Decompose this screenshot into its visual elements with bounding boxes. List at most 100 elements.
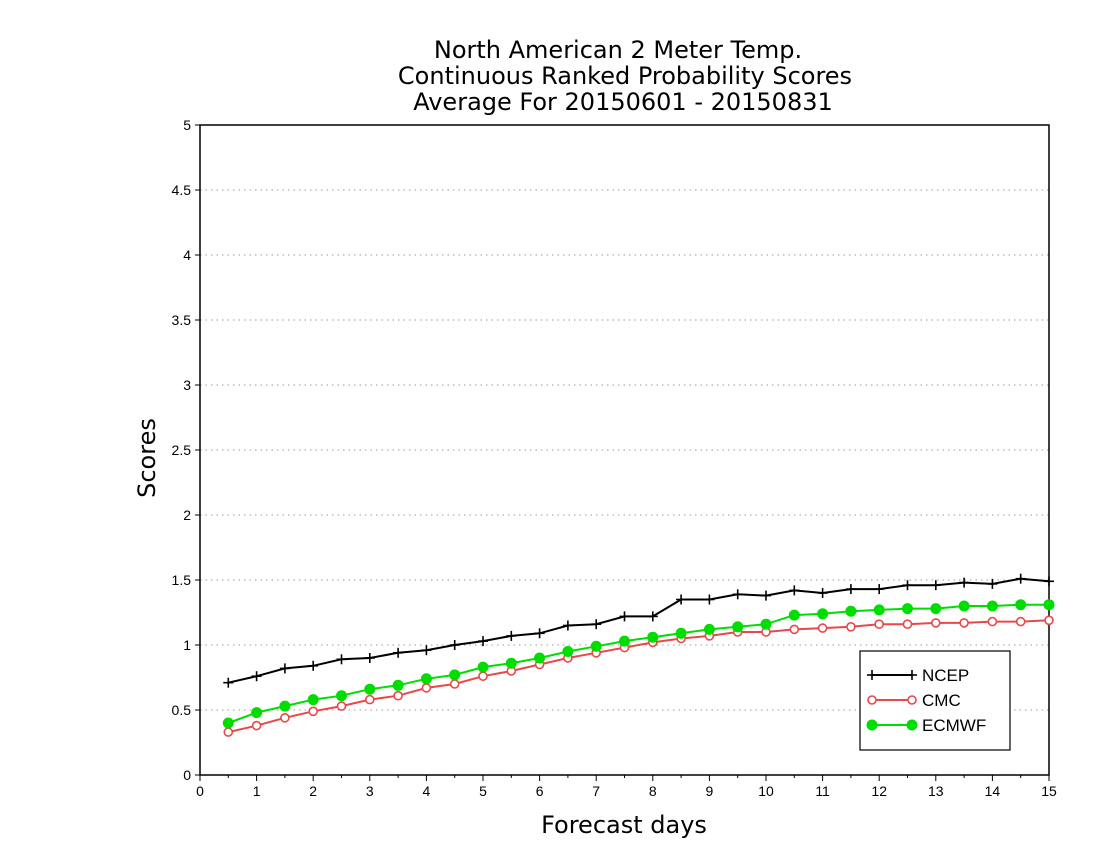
legend-label-cmc: CMC bbox=[922, 691, 961, 710]
data-point-cmc bbox=[223, 727, 234, 737]
x-tick-label: 14 bbox=[985, 783, 1001, 799]
data-point-cmc bbox=[393, 690, 403, 701]
data-point-ncep bbox=[845, 584, 856, 595]
y-tick-label: 2 bbox=[183, 507, 191, 523]
data-point-cmc bbox=[959, 618, 969, 628]
chart-title-line-3: Average For 20150601 - 20150831 bbox=[413, 88, 833, 116]
data-point-ecmwf bbox=[817, 608, 829, 620]
data-point-cmc bbox=[336, 701, 347, 711]
x-tick-label: 3 bbox=[366, 783, 374, 799]
data-point-ncep bbox=[959, 577, 970, 588]
data-point-cmc bbox=[1044, 615, 1054, 626]
y-tick-label: 3 bbox=[183, 377, 191, 393]
data-point-ecmwf bbox=[449, 669, 461, 681]
data-point-cmc bbox=[449, 679, 460, 689]
data-point-ecmwf bbox=[675, 627, 687, 639]
series-layer bbox=[222, 573, 1055, 737]
data-point-ecmwf bbox=[477, 661, 489, 673]
data-point-ncep bbox=[874, 584, 885, 595]
y-tick-label: 4.5 bbox=[172, 182, 192, 198]
data-point-ncep bbox=[393, 647, 404, 658]
chart-title-line-1: North American 2 Meter Temp. bbox=[434, 36, 802, 64]
gridlines bbox=[200, 124, 1049, 711]
data-point-ncep bbox=[336, 654, 347, 665]
data-point-ncep bbox=[279, 663, 290, 674]
data-point-ecmwf bbox=[732, 621, 744, 633]
data-point-ecmwf bbox=[958, 600, 970, 612]
data-point-ncep bbox=[223, 677, 234, 688]
data-point-ecmwf bbox=[930, 603, 942, 615]
x-tick-label: 5 bbox=[479, 783, 487, 799]
x-axis: 0 1 2 3 4 5 6 7 8 9 10 11 12 13 14 15 bbox=[196, 775, 1057, 799]
data-point-ecmwf bbox=[251, 707, 263, 719]
data-point-cmc bbox=[308, 706, 319, 717]
x-tick-label: 6 bbox=[536, 783, 544, 799]
data-point-ecmwf bbox=[788, 609, 800, 621]
x-tick-label: 2 bbox=[309, 783, 317, 799]
data-point-ecmwf bbox=[986, 600, 998, 612]
x-tick-label: 0 bbox=[196, 783, 204, 799]
legend-marker-ncep bbox=[907, 670, 917, 680]
y-tick-label: 4 bbox=[183, 247, 191, 263]
series-ecmwf bbox=[222, 599, 1055, 729]
data-point-ncep bbox=[761, 590, 771, 601]
series-ncep bbox=[223, 573, 1054, 688]
chart-title-line-2: Continuous Ranked Probability Scores bbox=[398, 62, 852, 90]
data-point-ncep bbox=[1044, 576, 1054, 587]
data-point-ecmwf bbox=[562, 646, 574, 657]
data-point-ecmwf bbox=[505, 657, 517, 669]
x-axis-label: Forecast days bbox=[541, 811, 707, 839]
data-point-ncep bbox=[902, 580, 913, 591]
data-point-ecmwf bbox=[534, 652, 546, 664]
x-tick-label: 12 bbox=[871, 783, 887, 799]
legend-marker-ncep bbox=[867, 670, 877, 680]
y-tick-label: 0.5 bbox=[172, 702, 192, 718]
data-point-ncep bbox=[251, 671, 262, 682]
legend-marker-ecmwf bbox=[906, 719, 918, 731]
data-point-ecmwf bbox=[619, 635, 630, 647]
data-point-ecmwf bbox=[760, 618, 772, 630]
data-point-ncep bbox=[308, 660, 319, 671]
legend-marker-cmc bbox=[907, 695, 917, 705]
x-tick-label: 10 bbox=[758, 783, 774, 799]
x-tick-label: 13 bbox=[928, 783, 944, 799]
data-point-cmc bbox=[987, 616, 998, 627]
data-point-ncep bbox=[506, 630, 517, 641]
data-point-ncep bbox=[647, 611, 658, 622]
data-point-ncep bbox=[591, 619, 602, 630]
legend: NCEP CMC ECMWF bbox=[859, 650, 1011, 751]
y-tick-label: 2.5 bbox=[172, 442, 192, 458]
legend-item-ecmwf: ECMWF bbox=[866, 716, 986, 735]
data-point-ncep bbox=[732, 589, 743, 600]
x-tick-label: 1 bbox=[253, 783, 261, 799]
data-point-ncep bbox=[449, 640, 460, 650]
data-point-ecmwf bbox=[873, 604, 885, 616]
data-point-ecmwf bbox=[336, 690, 347, 702]
data-point-cmc bbox=[421, 683, 432, 693]
data-point-ncep bbox=[1015, 573, 1026, 584]
y-tick-label: 0 bbox=[183, 767, 191, 783]
y-tick-label: 3.5 bbox=[172, 312, 192, 328]
legend-marker-ecmwf bbox=[866, 719, 878, 731]
x-tick-label: 9 bbox=[706, 783, 714, 799]
legend-label-ncep: NCEP bbox=[922, 666, 969, 685]
data-point-cmc bbox=[364, 694, 375, 705]
data-point-ncep bbox=[789, 585, 800, 596]
data-point-cmc bbox=[478, 671, 488, 682]
data-point-ecmwf bbox=[647, 631, 659, 643]
data-point-ncep bbox=[534, 628, 545, 639]
data-point-ncep bbox=[562, 620, 573, 631]
data-point-ncep bbox=[619, 611, 630, 622]
legend-item-cmc: CMC bbox=[867, 691, 961, 710]
x-tick-label: 11 bbox=[815, 783, 830, 799]
data-point-ncep bbox=[817, 588, 828, 598]
data-point-ecmwf bbox=[845, 605, 857, 617]
data-point-ncep bbox=[478, 636, 488, 647]
data-point-ncep bbox=[987, 578, 998, 589]
data-point-ecmwf bbox=[1043, 599, 1055, 611]
y-tick-label: 1 bbox=[183, 637, 191, 653]
data-point-ecmwf bbox=[420, 673, 432, 685]
y-axis: 0 0.5 1 1.5 2 2.5 3 3.5 4 4.5 5 bbox=[172, 117, 200, 783]
data-point-ecmwf bbox=[590, 640, 602, 652]
